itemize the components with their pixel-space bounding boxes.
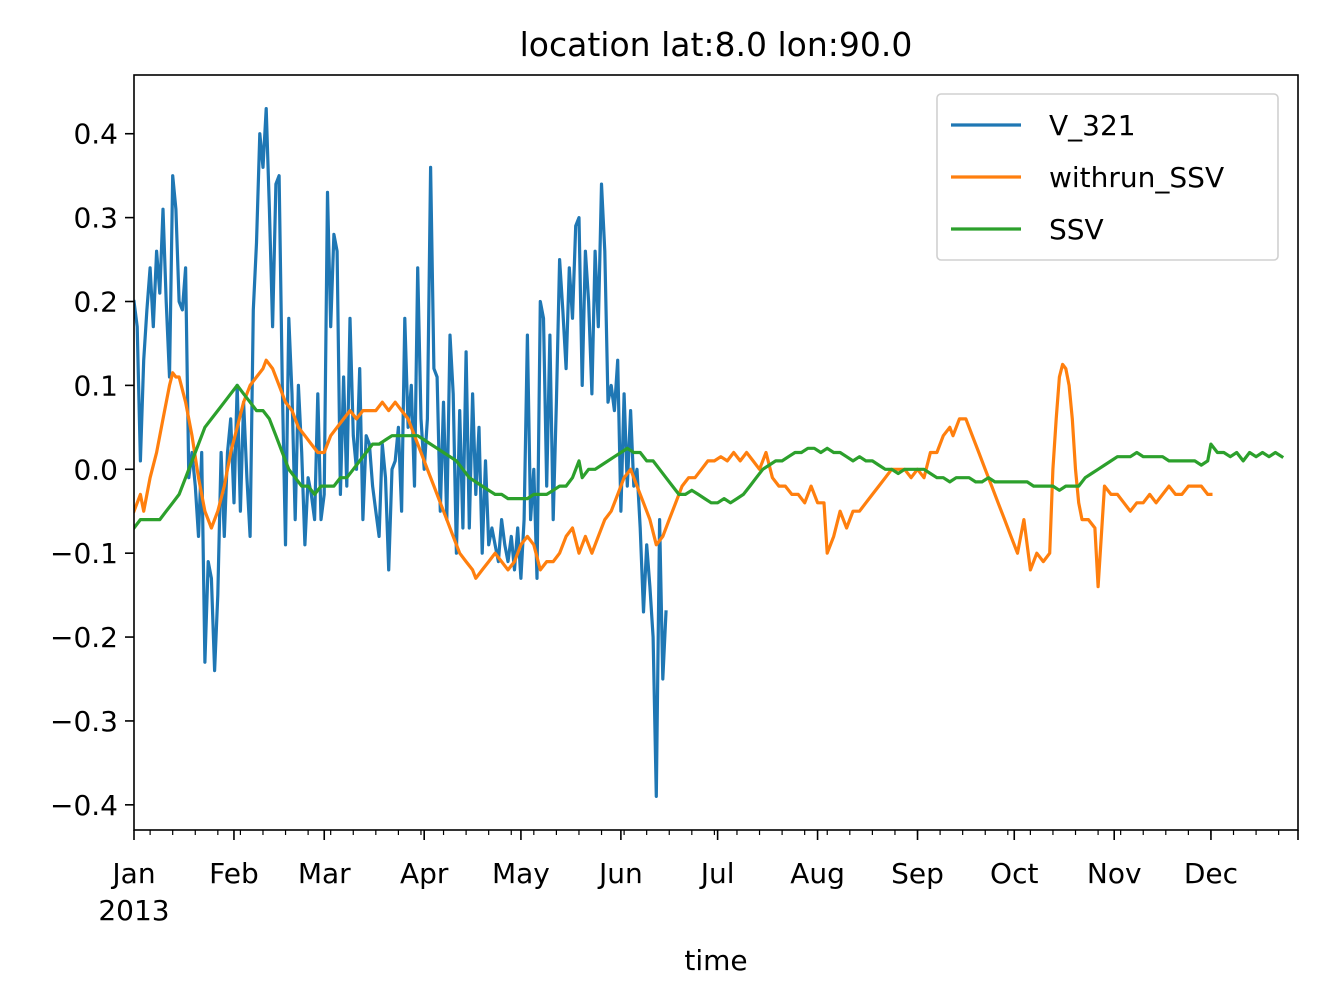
y-tick-label: −0.2 <box>50 621 118 654</box>
legend-label: SSV <box>1049 213 1104 246</box>
y-tick-label: −0.1 <box>50 537 118 570</box>
y-tick-label: −0.4 <box>50 789 118 822</box>
plot-frame <box>133 74 1299 831</box>
y-tick-label: 0.3 <box>73 202 118 235</box>
x-tick-label: Jun <box>597 857 643 890</box>
x-axis: Jan 2013 Feb Mar Apr May Jun Jul Aug Sep Oct Nov Dec <box>98 830 1299 927</box>
chart-title: location lat:8.0 lon:90.0 <box>520 25 913 64</box>
x-tick-label: May <box>492 857 550 890</box>
x-tick-label: Mar <box>298 857 351 890</box>
y-tick-label: 0.2 <box>73 286 118 319</box>
legend-label: withrun_SSV <box>1049 161 1224 194</box>
x-tick-label: Nov <box>1087 857 1142 890</box>
x-tick-label: Apr <box>400 857 449 890</box>
series-line-withrun-ssv <box>134 358 1213 589</box>
legend-box <box>936 93 1279 261</box>
series-layer <box>134 106 1285 799</box>
series-line-ssv <box>134 383 1285 531</box>
y-axis: −0.4 −0.3 −0.2 −0.1 0.0 0.1 0.2 0.3 0.4 <box>50 118 134 822</box>
x-tick-label: Dec <box>1184 857 1238 890</box>
legend-label: V_321 <box>1049 109 1136 142</box>
x-tick-label: Jan <box>110 857 155 890</box>
y-tick-label: 0.1 <box>73 369 118 402</box>
x-tick-sublabel: 2013 <box>98 894 169 927</box>
series-line-v-321 <box>134 106 668 799</box>
x-tick-label: Sep <box>891 857 944 890</box>
x-axis-label: time <box>684 944 747 977</box>
y-tick-label: 0.0 <box>73 453 118 486</box>
x-tick-label: Feb <box>209 857 259 890</box>
y-tick-label: 0.4 <box>73 118 118 151</box>
x-tick-label: Oct <box>990 857 1038 890</box>
x-tick-label: Aug <box>790 857 845 890</box>
y-tick-label: −0.3 <box>50 705 118 738</box>
x-tick-label: Jul <box>699 857 735 890</box>
legend: V_321 withrun_SSV SSV <box>936 93 1279 261</box>
